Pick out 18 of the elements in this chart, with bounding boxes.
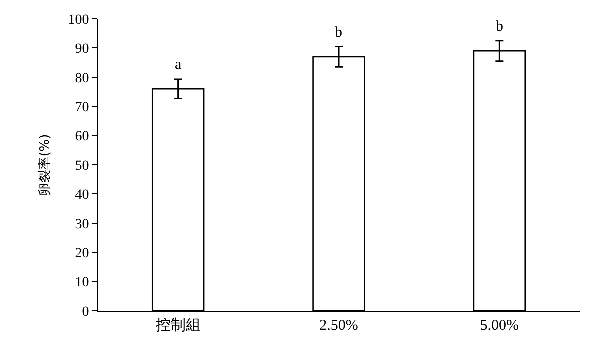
y-tick-label: 80	[75, 71, 90, 86]
x-tick-label: 控制組	[156, 317, 201, 334]
y-tick-label: 100	[68, 12, 90, 28]
y-axis-title: 卵裂率(%)	[37, 134, 54, 196]
y-tick-label: 30	[75, 217, 90, 232]
y-tick-label: 10	[75, 276, 90, 291]
y-tick-label: 0	[82, 304, 90, 320]
y-tick-label: 60	[75, 130, 90, 145]
y-tick-label: 90	[75, 42, 90, 58]
y-tick-label: 50	[75, 158, 90, 174]
y-tick-label: 20	[75, 246, 90, 262]
y-tick-label: 40	[75, 188, 90, 204]
x-tick-label: 2.50%	[320, 318, 358, 334]
x-tick-label: 5.00%	[480, 318, 520, 334]
annotation: b	[335, 25, 342, 41]
y-tick-label: 70	[75, 100, 90, 116]
annotation: a	[175, 57, 182, 73]
annotation: b	[496, 19, 504, 35]
